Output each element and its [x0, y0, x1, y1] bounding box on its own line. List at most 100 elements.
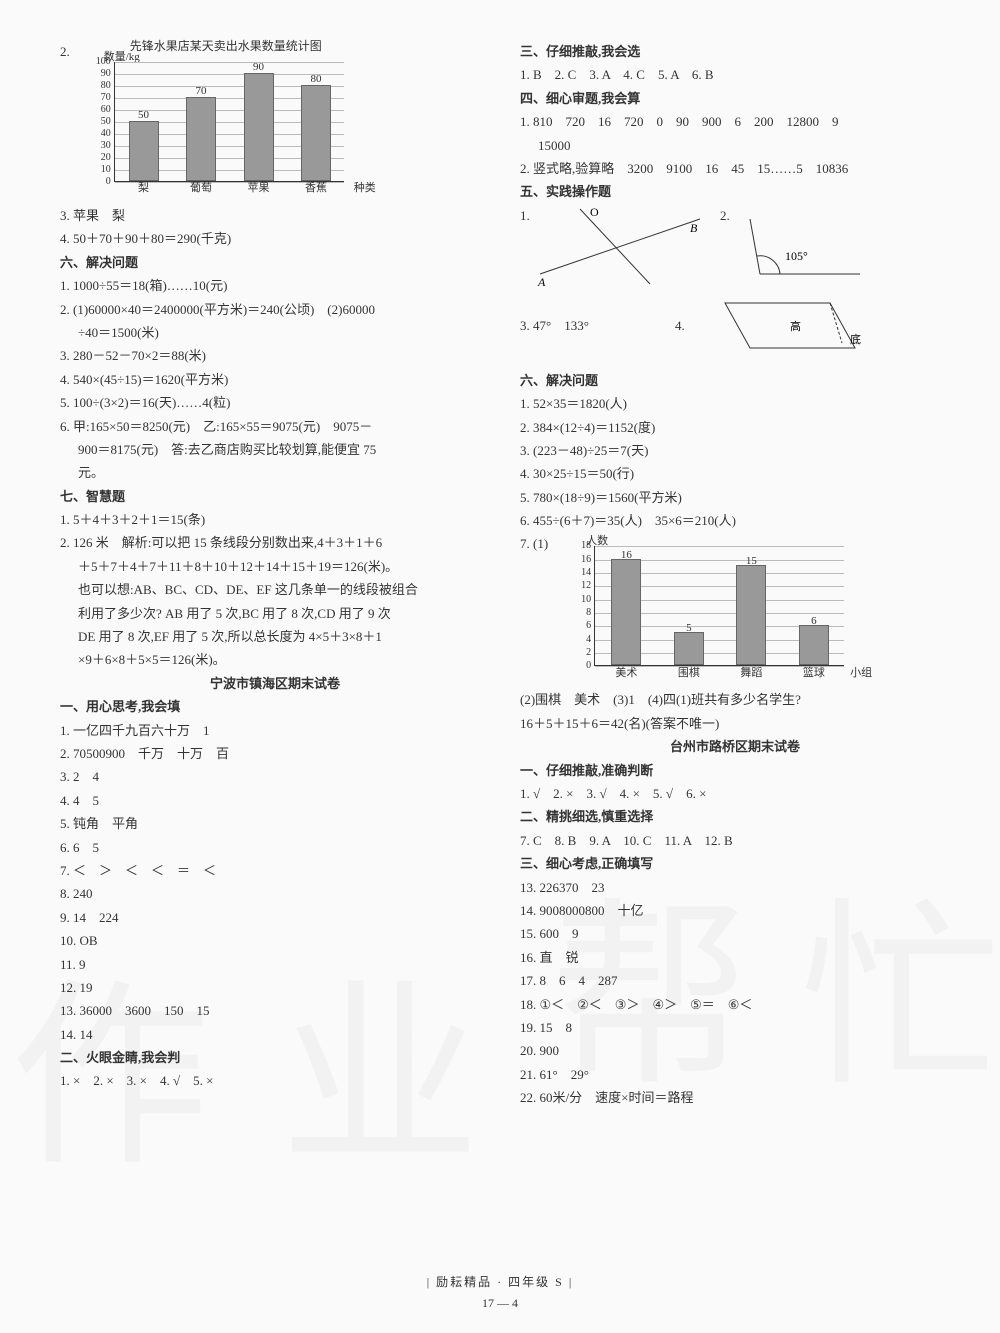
section-heading: 六、解决问题: [520, 369, 950, 392]
text-line: 利用了多少次? AB 用了 5 次,BC 用了 8 次,CD 用了 9 次: [60, 602, 490, 625]
diag2-label: 2.: [720, 204, 730, 227]
section-heading: 二、火眼金睛,我会判: [60, 1046, 490, 1069]
diag4-di: 底: [850, 332, 861, 346]
right-column: 三、仔细推敲,我会选 1. B 2. C 3. A 4. C 5. A 6. B…: [520, 40, 950, 1110]
text-line: 4. 4 5: [60, 789, 490, 812]
text-line: 21. 61° 29°: [520, 1063, 950, 1086]
chart2-prefix: 7. (1): [520, 532, 548, 688]
parallelogram-diagram: 高 底: [700, 288, 870, 363]
text-line: DE 用了 8 次,EF 用了 5 次,所以总长度为 4×5＋3×8＋1: [60, 625, 490, 648]
diag1-A: A: [537, 275, 546, 289]
text-line: 6. 6 5: [60, 836, 490, 859]
diag4-gao: 高: [790, 319, 801, 333]
text-line: 3. 2 4: [60, 765, 490, 788]
text-line: 3. (223－48)÷25＝7(天): [520, 439, 950, 462]
text-line: 2. 126 米 解析:可以把 15 条线段分别数出来,4＋3＋1＋6: [60, 531, 490, 554]
text-line: 1. √ 2. × 3. √ 4. × 5. √ 6. ×: [520, 782, 950, 805]
text-line: ＋5＋7＋4＋7＋11＋8＋10＋12＋14＋15＋19＝126(米)。: [60, 555, 490, 578]
text-line: 18. ①＜ ②＜ ③＞ ④＞ ⑤＝ ⑥＜: [520, 993, 950, 1016]
text-line: 5. 100÷(3×2)＝16(天)……4(粒): [60, 391, 490, 414]
section-heading: 三、细心考虑,正确填写: [520, 852, 950, 875]
text-line: 13. 36000 3600 150 15: [60, 999, 490, 1022]
text-line: 13. 226370 23: [520, 876, 950, 899]
exam-title: 台州市路桥区期末试卷: [520, 735, 950, 758]
text-line: 1. × 2. × 3. × 4. √ 5. ×: [60, 1069, 490, 1092]
exam-title: 宁波市镇海区期末试卷: [60, 672, 490, 695]
text-line: 1. 1000÷55＝18(箱)……10(元): [60, 274, 490, 297]
footer-line2: 17 — 4: [0, 1293, 1000, 1315]
text-line: 8. 240: [60, 882, 490, 905]
text-line: 1. 一亿四千九百六十万 1: [60, 719, 490, 742]
page-columns: 2. 先锋水果店某天卖出水果数量统计图 数量/kg 种类 01020304050…: [60, 40, 950, 1110]
text-line: 12. 19: [60, 976, 490, 999]
chart1-row: 2. 先锋水果店某天卖出水果数量统计图 数量/kg 种类 01020304050…: [60, 40, 490, 204]
chart2-plot: 小组 02468101214161816美术5围棋15舞蹈6篮球: [594, 546, 844, 666]
chart2: 人数 小组 02468101214161816美术5围棋15舞蹈6篮球: [564, 534, 864, 684]
text-line: 15. 600 9: [520, 922, 950, 945]
text-line: 元。: [60, 461, 490, 484]
chart2-row: 7. (1) 人数 小组 02468101214161816美术5围棋15舞蹈6…: [520, 532, 950, 688]
text-line: 19. 15 8: [520, 1016, 950, 1039]
text-line: 3. 47° 133°: [520, 314, 589, 337]
section-heading: 一、用心思考,我会填: [60, 695, 490, 718]
text-line: 3. 苹果 梨: [60, 204, 490, 227]
text-line: 16. 直 锐: [520, 946, 950, 969]
text-line: 1. 5＋4＋3＋2＋1＝15(条): [60, 508, 490, 531]
text-line: 11. 9: [60, 953, 490, 976]
text-line: 900＝8175(元) 答:去乙商店购买比较划算,能便宜 75: [60, 438, 490, 461]
diag4-label: 4.: [675, 314, 685, 337]
text-line: 3. 280－52－70×2＝88(米): [60, 344, 490, 367]
text-line: 2. (1)60000×40＝2400000(平方米)＝240(公顷) (2)6…: [60, 298, 490, 321]
text-line: 4. 540×(45÷15)＝1620(平方米): [60, 368, 490, 391]
text-line: 6. 甲:165×50＝8250(元) 乙:165×55＝9075(元) 907…: [60, 415, 490, 438]
text-line: 7. C 8. B 9. A 10. C 11. A 12. B: [520, 829, 950, 852]
chart1-xlabel: 种类: [354, 179, 376, 199]
text-line: 也可以想:AB、BC、CD、DE、EF 这几条单一的线段被组合: [60, 578, 490, 601]
text-line: 5. 780×(18÷9)＝1560(平方米): [520, 486, 950, 509]
text-line: 1. 52×35＝1820(人): [520, 392, 950, 415]
angle-diagram-2: 105°: [730, 204, 870, 289]
section-heading: 七、智慧题: [60, 485, 490, 508]
text-line: 7. ＜ ＞ ＜ ＜ ＝ ＜: [60, 859, 490, 882]
section-heading: 三、仔细推敲,我会选: [520, 40, 950, 63]
diag1-O: O: [590, 205, 599, 219]
text-line: 14. 14: [60, 1023, 490, 1046]
diag1-label: 1.: [520, 204, 530, 227]
text-line: 6. 455÷(6＋7)＝35(人) 35×6＝210(人): [520, 509, 950, 532]
chart1-plot: 种类 010203040506070809010050梨70葡萄90苹果80香蕉: [114, 62, 344, 182]
text-line: 1. B 2. C 3. A 4. C 5. A 6. B: [520, 63, 950, 86]
text-line: ×9＋6×8＋5×5＝126(米)。: [60, 648, 490, 671]
text-line: 4. 30×25÷15＝50(行): [520, 462, 950, 485]
angle-diagram-1: O B A: [530, 204, 710, 289]
text-line: 2. 70500900 千万 十万 百: [60, 742, 490, 765]
section-heading: 一、仔细推敲,准确判断: [520, 759, 950, 782]
text-line: ÷40＝1500(米): [60, 321, 490, 344]
text-line: 14. 9008000800 十亿: [520, 899, 950, 922]
chart1-prefix: 2.: [60, 40, 70, 204]
text-line: 2. 竖式略,验算略 3200 9100 16 45 15……5 10836: [520, 157, 950, 180]
text-line: (2)围棋 美术 (3)1 (4)四(1)班共有多少名学生?: [520, 688, 950, 711]
page-footer: | 励耘精品 · 四年级 S | 17 — 4: [0, 1272, 1000, 1315]
diagram-row-2: 3. 47° 133° 4. 高 底: [520, 294, 950, 369]
text-line: 5. 钝角 平角: [60, 812, 490, 835]
text-line: 2. 384×(12÷4)＝1152(度): [520, 416, 950, 439]
section-heading: 二、精挑细选,慎重选择: [520, 805, 950, 828]
chart1-title: 先锋水果店某天卖出水果数量统计图: [130, 36, 322, 58]
text-line: 15000: [520, 134, 950, 157]
diag1-B: B: [690, 221, 698, 235]
text-line: 1. 810 720 16 720 0 90 900 6 200 12800 9: [520, 110, 950, 133]
left-column: 2. 先锋水果店某天卖出水果数量统计图 数量/kg 种类 01020304050…: [60, 40, 490, 1110]
footer-line1: | 励耘精品 · 四年级 S |: [0, 1272, 1000, 1294]
section-heading: 五、实践操作题: [520, 180, 950, 203]
text-line: 10. OB: [60, 929, 490, 952]
diag2-angle: 105°: [785, 249, 808, 263]
text-line: 22. 60米/分 速度×时间＝路程: [520, 1086, 950, 1109]
section-heading: 六、解决问题: [60, 251, 490, 274]
text-line: 9. 14 224: [60, 906, 490, 929]
text-line: 4. 50＋70＋90＋80＝290(千克): [60, 227, 490, 250]
text-line: 16＋5＋15＋6＝42(名)(答案不唯一): [520, 712, 950, 735]
text-line: 20. 900: [520, 1039, 950, 1062]
chart2-xlabel: 小组: [850, 664, 872, 684]
diagram-row: 1. O B A 2. 105°: [520, 204, 950, 294]
section-heading: 四、细心审题,我会算: [520, 87, 950, 110]
